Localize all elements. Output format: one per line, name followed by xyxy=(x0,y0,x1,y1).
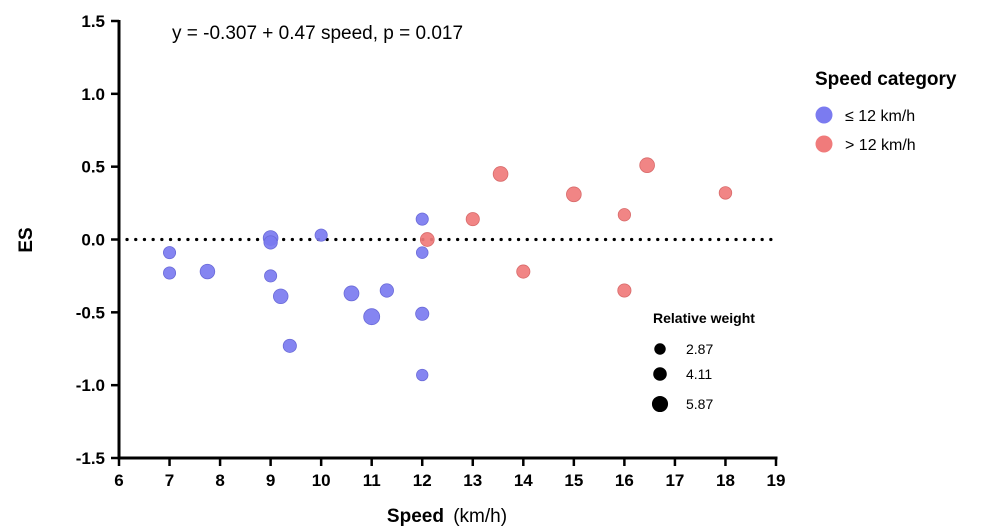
data-point xyxy=(566,186,582,203)
legend-marker xyxy=(815,106,833,124)
data-point xyxy=(264,269,278,283)
legend-entry-label: > 12 km/h xyxy=(845,137,916,154)
data-point xyxy=(282,338,297,353)
data-point xyxy=(492,166,509,182)
y-tick-label: 0.0 xyxy=(81,231,105,250)
legend-title: Speed category xyxy=(815,69,957,90)
size-legend-label: 5.87 xyxy=(686,396,713,412)
y-tick-label: -1.5 xyxy=(76,449,105,468)
data-point xyxy=(617,283,632,298)
x-axis-title: Speed (km/h) xyxy=(387,506,507,527)
legend-marker xyxy=(815,135,833,153)
speed-category-legend: Speed category ≤ 12 km/h > 12 km/h xyxy=(815,69,957,154)
data-point xyxy=(416,368,429,382)
data-point xyxy=(163,246,177,260)
x-tick-label: 9 xyxy=(266,471,275,490)
data-point xyxy=(465,212,480,227)
data-point xyxy=(415,212,429,226)
data-point xyxy=(273,288,289,305)
relative-weight-legend: Relative weight 2.87 4.11 5.87 xyxy=(651,310,755,413)
y-tick-label: 1.5 xyxy=(81,12,105,31)
x-tick-label: 12 xyxy=(413,471,432,490)
x-tick-label: 16 xyxy=(615,471,634,490)
x-tick-label: 7 xyxy=(165,471,174,490)
data-point xyxy=(263,235,278,250)
x-tick-label: 17 xyxy=(665,471,684,490)
x-tick-label: 19 xyxy=(767,471,786,490)
y-tick-label: -0.5 xyxy=(76,303,105,322)
data-point xyxy=(379,283,394,298)
size-legend-label: 4.11 xyxy=(686,366,712,382)
regression-annotation: y = -0.307 + 0.47 speed, p = 0.017 xyxy=(172,23,463,44)
data-point xyxy=(163,266,177,280)
data-point xyxy=(363,308,381,326)
y-tick-label: 1.0 xyxy=(81,85,105,104)
x-axis-label: Speed xyxy=(387,506,444,527)
size-legend-label: 2.87 xyxy=(686,341,713,357)
y-tick-label: 0.5 xyxy=(81,158,105,177)
legend-entry-label: ≤ 12 km/h xyxy=(845,108,915,125)
data-point xyxy=(419,232,435,247)
x-tick-label: 18 xyxy=(716,471,735,490)
data-point xyxy=(314,228,328,242)
x-tick-label: 8 xyxy=(215,471,224,490)
x-tick-label: 11 xyxy=(363,471,381,490)
x-tick-label: 6 xyxy=(114,471,123,490)
x-tick-label: 15 xyxy=(564,471,583,490)
x-tick-label: 10 xyxy=(312,471,331,490)
data-point xyxy=(718,186,733,200)
data-point xyxy=(617,208,631,222)
size-legend-marker xyxy=(651,395,669,413)
y-axis-title: ES xyxy=(16,227,37,252)
data-point xyxy=(415,306,430,321)
data-point xyxy=(343,285,360,302)
x-tick-label: 13 xyxy=(463,471,482,490)
size-legend-title: Relative weight xyxy=(653,310,755,326)
data-point xyxy=(199,263,216,280)
data-point xyxy=(415,246,429,259)
data-point xyxy=(516,264,531,279)
data-point xyxy=(639,157,655,173)
x-tick-label: 14 xyxy=(514,471,533,490)
x-axis-unit: (km/h) xyxy=(453,506,507,527)
y-tick-label: -1.0 xyxy=(76,376,105,395)
size-legend-marker xyxy=(653,367,667,381)
size-legend-marker xyxy=(654,343,666,355)
